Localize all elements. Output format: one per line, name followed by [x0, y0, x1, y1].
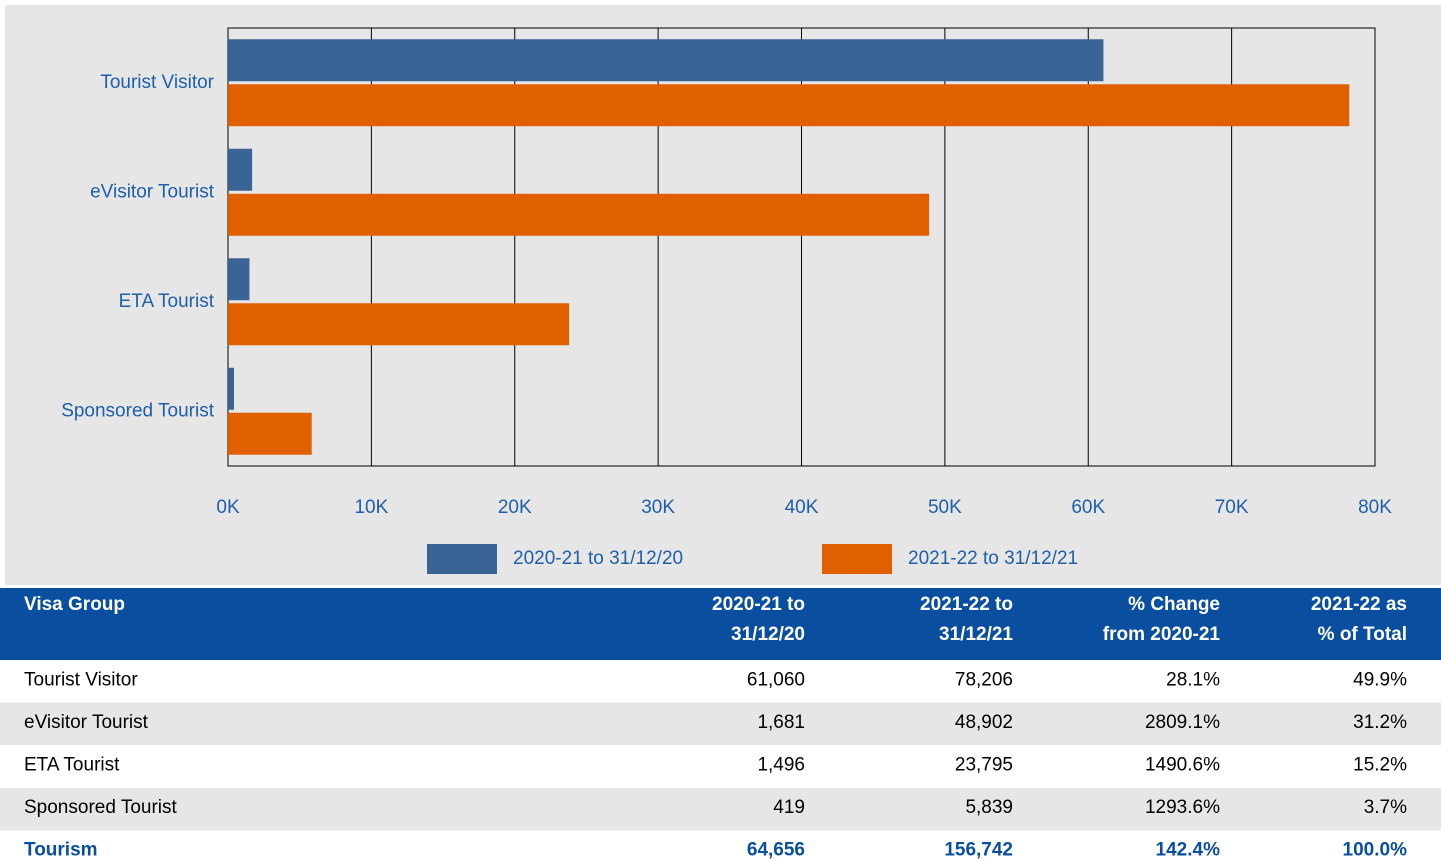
x-tick-label: 80K	[1358, 497, 1392, 518]
table-total-cell: 156,742	[944, 840, 1013, 861]
bar	[228, 258, 250, 301]
table-header-cell: Visa Group	[24, 594, 125, 615]
table-total-cell: 100.0%	[1343, 840, 1408, 861]
table-cell: 61,060	[747, 669, 805, 690]
table-cell: 1293.6%	[1145, 797, 1220, 818]
table-total-cell: 64,656	[747, 840, 805, 861]
x-tick-label: 40K	[785, 497, 819, 518]
table-cell: 2809.1%	[1145, 712, 1220, 733]
bar	[228, 193, 930, 236]
table-cell: 419	[773, 797, 805, 818]
x-tick-label: 20K	[498, 497, 532, 518]
bar	[228, 412, 312, 455]
table-cell: 48,902	[955, 712, 1013, 733]
x-tick-label: 30K	[641, 497, 675, 518]
bar	[228, 367, 235, 410]
y-tick-label: Sponsored Tourist	[61, 400, 215, 421]
table-cell: eVisitor Tourist	[24, 712, 149, 733]
table-cell: 15.2%	[1353, 755, 1407, 776]
y-tick-label: ETA Tourist	[119, 291, 215, 312]
bar	[228, 39, 1104, 82]
table-header-cell: 2021-22 to	[920, 594, 1013, 615]
x-tick-label: 60K	[1071, 497, 1105, 518]
table-header-cell: 31/12/20	[731, 624, 805, 645]
bar	[228, 84, 1350, 127]
table-total-cell: Tourism	[24, 840, 98, 861]
x-tick-label: 70K	[1215, 497, 1249, 518]
table-cell: 3.7%	[1364, 797, 1407, 818]
table-cell: 78,206	[955, 669, 1013, 690]
table-cell: 1,496	[757, 755, 805, 776]
bar	[228, 303, 570, 346]
table-cell: 28.1%	[1166, 669, 1220, 690]
table-cell: 23,795	[955, 755, 1013, 776]
table-cell: 5,839	[965, 797, 1013, 818]
table-row-background	[0, 787, 1441, 831]
table-cell: Tourist Visitor	[24, 669, 138, 690]
table-cell: 49.9%	[1353, 669, 1407, 690]
legend-label: 2020-21 to 31/12/20	[513, 548, 683, 569]
table-cell: 1,681	[757, 712, 805, 733]
table-cell: ETA Tourist	[24, 755, 120, 776]
legend-swatch	[822, 544, 892, 574]
bar	[228, 148, 253, 191]
x-tick-label: 50K	[928, 497, 962, 518]
legend-swatch	[427, 544, 497, 574]
legend-label: 2021-22 to 31/12/21	[908, 548, 1078, 569]
table-cell: 1490.6%	[1145, 755, 1220, 776]
table-header-background	[0, 588, 1441, 660]
table-header-cell: % Change	[1128, 594, 1220, 615]
table-total-cell: 142.4%	[1156, 840, 1221, 861]
y-tick-label: eVisitor Tourist	[90, 181, 215, 202]
y-tick-label: Tourist Visitor	[100, 72, 214, 93]
table-header-cell: from 2020-21	[1103, 624, 1221, 645]
table-cell: 31.2%	[1353, 712, 1407, 733]
plot-border	[227, 27, 1376, 467]
table-header-cell: 31/12/21	[939, 624, 1013, 645]
table-cell: Sponsored Tourist	[24, 797, 178, 818]
x-tick-label: 0K	[216, 497, 240, 518]
x-tick-label: 10K	[354, 497, 388, 518]
table-header-cell: 2020-21 to	[712, 594, 805, 615]
table-header-cell: 2021-22 as	[1311, 594, 1407, 615]
table-row-background	[0, 702, 1441, 746]
table-header-cell: % of Total	[1318, 624, 1407, 645]
